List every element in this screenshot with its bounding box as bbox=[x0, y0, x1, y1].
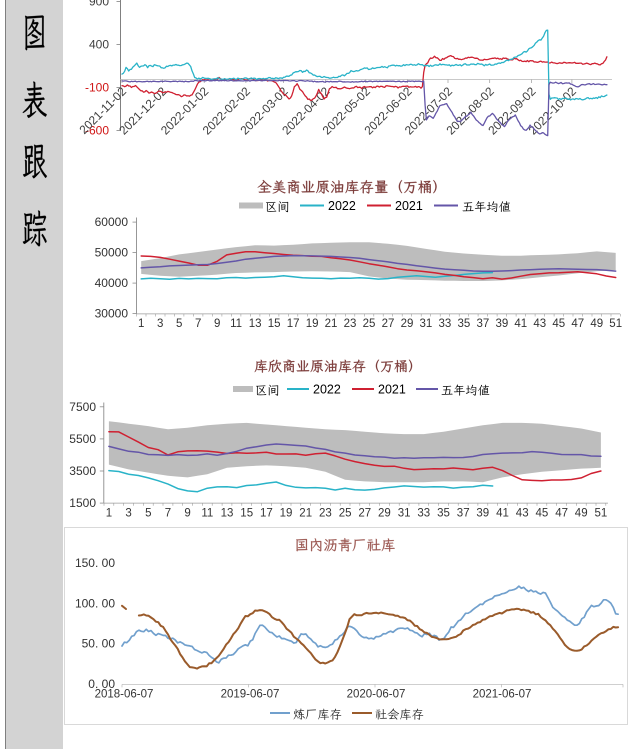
svg-text:41: 41 bbox=[514, 318, 527, 330]
svg-text:40000: 40000 bbox=[95, 276, 129, 290]
svg-text:51: 51 bbox=[595, 508, 608, 520]
svg-text:39: 39 bbox=[496, 318, 509, 330]
svg-text:2022: 2022 bbox=[313, 383, 341, 397]
svg-text:30000: 30000 bbox=[95, 307, 129, 321]
svg-text:5: 5 bbox=[145, 508, 151, 520]
svg-text:19: 19 bbox=[306, 318, 319, 330]
svg-text:2021-06-07: 2021-06-07 bbox=[473, 689, 532, 701]
svg-text:15: 15 bbox=[268, 318, 281, 330]
svg-text:400: 400 bbox=[89, 38, 109, 52]
svg-text:27: 27 bbox=[382, 318, 395, 330]
svg-text:45: 45 bbox=[536, 508, 549, 520]
svg-text:17: 17 bbox=[260, 508, 273, 520]
svg-text:45: 45 bbox=[552, 318, 565, 330]
svg-text:7: 7 bbox=[195, 318, 201, 330]
svg-text:35: 35 bbox=[437, 508, 450, 520]
svg-text:43: 43 bbox=[533, 318, 546, 330]
svg-text:1500: 1500 bbox=[69, 496, 96, 510]
svg-text:49: 49 bbox=[590, 318, 603, 330]
svg-text:1: 1 bbox=[138, 318, 144, 330]
svg-text:150. 00: 150. 00 bbox=[75, 556, 115, 570]
svg-text:2019-06-07: 2019-06-07 bbox=[221, 689, 280, 701]
svg-text:37: 37 bbox=[457, 508, 470, 520]
svg-text:3: 3 bbox=[125, 508, 131, 520]
svg-text:33: 33 bbox=[439, 318, 452, 330]
svg-text:43: 43 bbox=[516, 508, 529, 520]
svg-text:13: 13 bbox=[221, 508, 234, 520]
svg-text:25: 25 bbox=[339, 508, 352, 520]
svg-text:3: 3 bbox=[157, 318, 163, 330]
svg-text:900: 900 bbox=[89, 0, 109, 9]
svg-text:37: 37 bbox=[477, 318, 490, 330]
svg-text:21: 21 bbox=[299, 508, 312, 520]
svg-text:19: 19 bbox=[280, 508, 293, 520]
svg-text:25: 25 bbox=[363, 318, 376, 330]
svg-text:7500: 7500 bbox=[69, 400, 96, 414]
svg-text:49: 49 bbox=[575, 508, 588, 520]
svg-text:23: 23 bbox=[319, 508, 332, 520]
svg-text:27: 27 bbox=[358, 508, 371, 520]
svg-text:-600: -600 bbox=[85, 124, 109, 138]
svg-text:21: 21 bbox=[325, 318, 338, 330]
svg-text:2020-06-07: 2020-06-07 bbox=[347, 689, 406, 701]
svg-text:5: 5 bbox=[176, 318, 182, 330]
svg-text:1: 1 bbox=[106, 508, 112, 520]
svg-text:7: 7 bbox=[165, 508, 171, 520]
svg-text:100. 00: 100. 00 bbox=[75, 596, 115, 610]
svg-text:3500: 3500 bbox=[69, 464, 96, 478]
svg-text:13: 13 bbox=[249, 318, 262, 330]
svg-text:29: 29 bbox=[401, 318, 414, 330]
svg-text:9: 9 bbox=[214, 318, 220, 330]
svg-text:60000: 60000 bbox=[95, 215, 129, 229]
svg-text:5500: 5500 bbox=[69, 432, 96, 446]
svg-text:47: 47 bbox=[555, 508, 568, 520]
svg-text:-100: -100 bbox=[85, 81, 109, 95]
svg-text:11: 11 bbox=[201, 508, 213, 520]
svg-text:39: 39 bbox=[476, 508, 489, 520]
svg-text:0. 00: 0. 00 bbox=[88, 677, 115, 691]
svg-text:31: 31 bbox=[420, 318, 433, 330]
svg-text:15: 15 bbox=[240, 508, 253, 520]
svg-text:2021: 2021 bbox=[395, 199, 423, 213]
svg-text:50000: 50000 bbox=[95, 246, 129, 260]
svg-text:35: 35 bbox=[458, 318, 471, 330]
svg-text:31: 31 bbox=[398, 508, 411, 520]
svg-text:2022: 2022 bbox=[328, 199, 356, 213]
svg-text:47: 47 bbox=[571, 318, 584, 330]
svg-text:50. 00: 50. 00 bbox=[82, 637, 116, 651]
svg-text:9: 9 bbox=[184, 508, 190, 520]
svg-text:11: 11 bbox=[230, 318, 242, 330]
svg-text:2021: 2021 bbox=[378, 383, 406, 397]
svg-text:2018-06-07: 2018-06-07 bbox=[95, 689, 154, 701]
svg-text:17: 17 bbox=[287, 318, 300, 330]
svg-text:51: 51 bbox=[609, 318, 622, 330]
svg-text:29: 29 bbox=[378, 508, 391, 520]
svg-text:33: 33 bbox=[417, 508, 430, 520]
svg-text:23: 23 bbox=[344, 318, 357, 330]
svg-text:41: 41 bbox=[496, 508, 509, 520]
